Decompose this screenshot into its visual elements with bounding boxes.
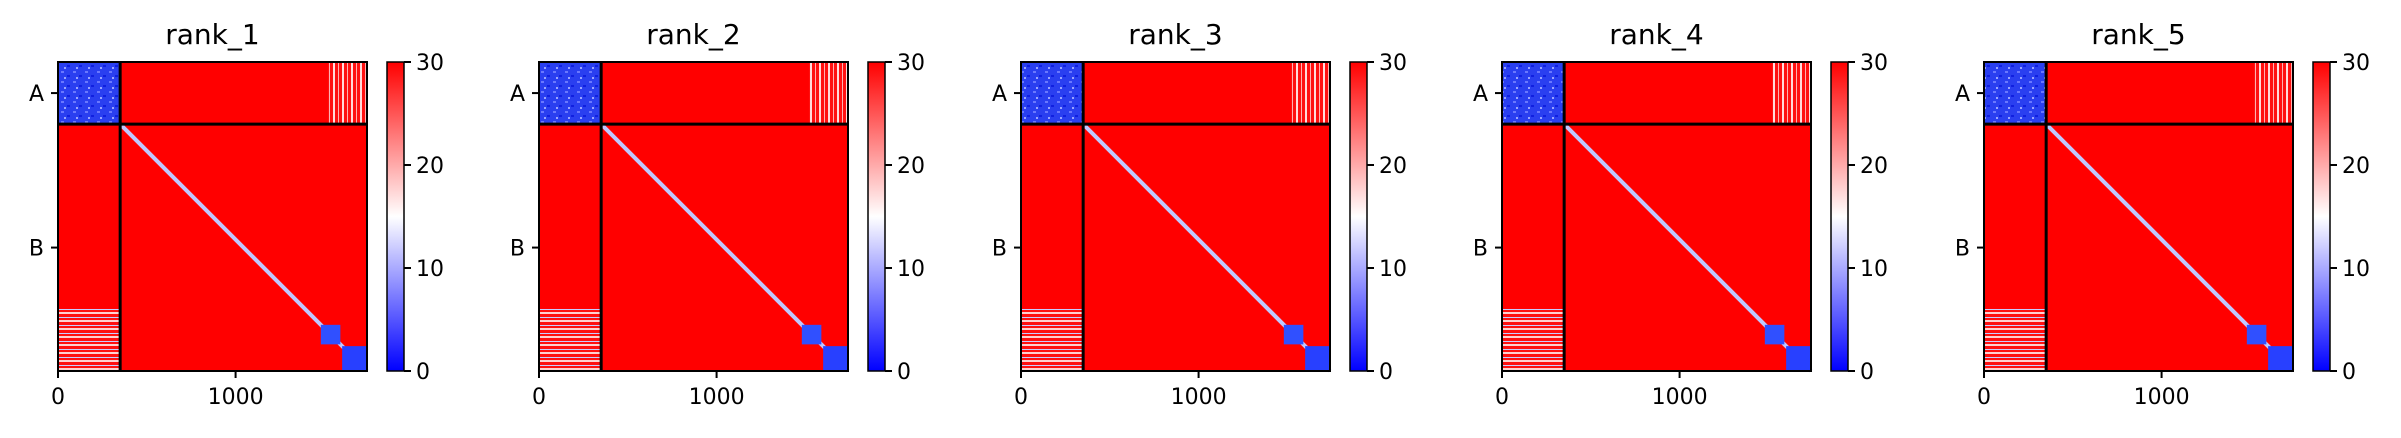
chain-a-block <box>539 62 602 125</box>
domain-block <box>342 346 367 371</box>
colorbar-tick-label: 0 <box>1379 360 1393 385</box>
domain-block <box>823 346 848 371</box>
colorbar-tick-label: 0 <box>897 360 911 385</box>
axes-frame <box>538 61 849 372</box>
domain-block <box>2268 346 2293 371</box>
colorbar <box>1830 61 1849 372</box>
axes-frame <box>1983 61 2294 372</box>
colorbar-tick-label: 10 <box>1379 257 1407 282</box>
x-tick-label: 1000 <box>208 385 264 410</box>
y-tick-label: A <box>510 82 525 107</box>
chain-a-block <box>1502 62 1565 125</box>
axes-frame <box>1501 61 1812 372</box>
colorbar <box>2312 61 2331 372</box>
colorbar-tick-label: 20 <box>897 154 925 179</box>
colorbar-tick-label: 10 <box>416 257 444 282</box>
colorbar-tick-label: 30 <box>416 51 444 76</box>
domain-block <box>1764 324 1785 345</box>
colorbar-tick-label: 0 <box>416 360 430 385</box>
top-right-stripes <box>2253 62 2293 125</box>
colorbar-tick-label: 30 <box>1860 51 1888 76</box>
y-tick-label: B <box>510 237 525 262</box>
chain-a-block <box>1021 62 1084 125</box>
top-right-stripes <box>808 62 848 125</box>
y-tick-label: A <box>1473 82 1488 107</box>
colorbar <box>386 61 405 372</box>
heatmap-panel: rank_2 A B 0 1000 0 10 20 30 <box>510 18 925 410</box>
domain-block <box>801 324 822 345</box>
bottom-left-stripes <box>1502 308 1565 371</box>
heatmap-panel: rank_4 A B 0 1000 0 10 20 30 <box>1473 18 1888 410</box>
y-tick-label: B <box>992 237 1007 262</box>
y-tick-label: B <box>29 237 44 262</box>
y-tick-label: B <box>1955 237 1970 262</box>
bottom-left-stripes <box>1984 308 2047 371</box>
colorbar-tick-label: 10 <box>1860 257 1888 282</box>
y-tick-label: A <box>992 82 1007 107</box>
colorbar-tick-label: 30 <box>897 51 925 76</box>
heatmap-panel: rank_5 A B 0 1000 0 10 20 30 <box>1955 18 2370 410</box>
colorbar <box>1349 61 1368 372</box>
colorbar-tick-label: 20 <box>1860 154 1888 179</box>
domain-block <box>2246 324 2267 345</box>
colorbar-tick-label: 0 <box>2342 360 2356 385</box>
domain-block <box>1786 346 1811 371</box>
colorbar-tick-label: 20 <box>1379 154 1407 179</box>
colorbar <box>867 61 886 372</box>
colorbar-tick-label: 0 <box>1860 360 1874 385</box>
chain-a-block <box>1984 62 2047 125</box>
x-tick-label: 0 <box>1977 385 1991 410</box>
top-right-stripes <box>1771 62 1811 125</box>
top-right-stripes <box>1290 62 1330 125</box>
panel-title: rank_3 <box>1128 18 1222 51</box>
colorbar-tick-label: 10 <box>2342 257 2370 282</box>
panel-title: rank_5 <box>2091 18 2185 51</box>
bottom-left-stripes <box>1021 308 1084 371</box>
panel-title: rank_4 <box>1609 18 1703 51</box>
x-tick-label: 1000 <box>1171 385 1227 410</box>
colorbar-tick-label: 30 <box>2342 51 2370 76</box>
colorbar-tick-label: 20 <box>2342 154 2370 179</box>
y-tick-label: A <box>29 82 44 107</box>
bottom-left-stripes <box>539 308 602 371</box>
heatmap-panel: rank_3 A B 0 1000 0 10 20 30 <box>992 18 1407 410</box>
axes-frame <box>57 61 368 372</box>
x-tick-label: 1000 <box>1652 385 1708 410</box>
domain-block <box>1305 346 1330 371</box>
top-right-stripes <box>327 62 367 125</box>
panel-title: rank_2 <box>646 18 740 51</box>
domain-block <box>320 324 341 345</box>
colorbar-tick-label: 10 <box>897 257 925 282</box>
x-tick-label: 0 <box>1495 385 1509 410</box>
panel-title: rank_1 <box>165 18 259 51</box>
x-tick-label: 1000 <box>2134 385 2190 410</box>
colorbar-tick-label: 30 <box>1379 51 1407 76</box>
chain-a-block <box>58 62 121 125</box>
domain-block <box>1283 324 1304 345</box>
bottom-left-stripes <box>58 308 121 371</box>
x-tick-label: 0 <box>1014 385 1028 410</box>
heatmap-panel: rank_1 A B 0 1000 0 10 20 30 <box>29 18 444 410</box>
axes-frame <box>1020 61 1331 372</box>
y-tick-label: B <box>1473 237 1488 262</box>
y-tick-label: A <box>1955 82 1970 107</box>
x-tick-label: 0 <box>51 385 65 410</box>
x-tick-label: 1000 <box>689 385 745 410</box>
x-tick-label: 0 <box>532 385 546 410</box>
colorbar-tick-label: 20 <box>416 154 444 179</box>
